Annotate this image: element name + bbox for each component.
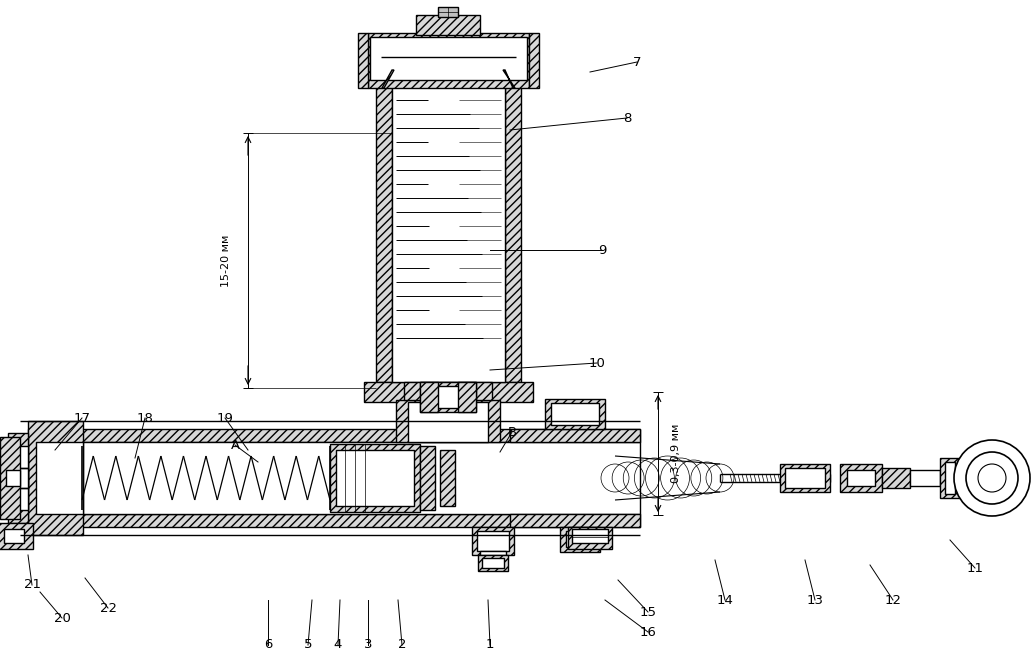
Polygon shape bbox=[780, 464, 829, 492]
Bar bbox=[847, 470, 875, 486]
Bar bbox=[336, 450, 414, 506]
Text: 3: 3 bbox=[364, 638, 372, 652]
Bar bbox=[428, 386, 468, 408]
Bar bbox=[480, 551, 506, 567]
Bar bbox=[482, 558, 504, 568]
Bar bbox=[6, 470, 20, 486]
Polygon shape bbox=[416, 15, 480, 35]
Polygon shape bbox=[420, 382, 476, 412]
Bar bbox=[910, 470, 940, 486]
Bar bbox=[28, 442, 640, 514]
Polygon shape bbox=[376, 70, 392, 382]
Bar bbox=[4, 529, 24, 543]
Text: 15-20 мм: 15-20 мм bbox=[221, 234, 231, 287]
Polygon shape bbox=[545, 399, 605, 429]
Polygon shape bbox=[568, 527, 612, 549]
Text: 16: 16 bbox=[639, 626, 656, 638]
Text: 11: 11 bbox=[967, 561, 983, 575]
Circle shape bbox=[966, 452, 1018, 504]
Polygon shape bbox=[358, 33, 368, 88]
Polygon shape bbox=[478, 555, 508, 571]
Circle shape bbox=[978, 464, 1006, 492]
Bar bbox=[36, 442, 83, 514]
Text: 10: 10 bbox=[589, 357, 605, 369]
Polygon shape bbox=[396, 400, 500, 442]
Polygon shape bbox=[510, 429, 640, 442]
Text: 8: 8 bbox=[623, 112, 631, 124]
Polygon shape bbox=[472, 527, 514, 555]
Bar bbox=[370, 37, 527, 80]
Polygon shape bbox=[330, 444, 420, 512]
Polygon shape bbox=[420, 382, 438, 412]
Bar bbox=[408, 402, 488, 442]
Text: 19: 19 bbox=[217, 411, 233, 425]
Text: A: A bbox=[230, 438, 240, 452]
Text: 1: 1 bbox=[486, 638, 494, 652]
Text: 14: 14 bbox=[717, 593, 733, 607]
Text: 15: 15 bbox=[639, 605, 657, 619]
Polygon shape bbox=[28, 514, 640, 527]
Polygon shape bbox=[0, 437, 20, 519]
Polygon shape bbox=[503, 70, 515, 88]
Text: 4: 4 bbox=[334, 638, 342, 652]
Text: 7: 7 bbox=[633, 56, 641, 68]
Polygon shape bbox=[28, 421, 83, 535]
Polygon shape bbox=[404, 382, 492, 400]
Bar bbox=[945, 462, 954, 494]
Bar bbox=[551, 403, 599, 425]
Text: 9: 9 bbox=[598, 244, 606, 256]
Circle shape bbox=[954, 440, 1030, 516]
Text: B: B bbox=[507, 425, 516, 438]
Polygon shape bbox=[440, 450, 455, 506]
Bar bbox=[14, 446, 28, 510]
Polygon shape bbox=[529, 33, 539, 88]
Polygon shape bbox=[364, 382, 533, 402]
Bar bbox=[438, 7, 458, 17]
Text: 22: 22 bbox=[99, 601, 117, 615]
Bar bbox=[477, 531, 509, 551]
Bar bbox=[8, 468, 28, 488]
Polygon shape bbox=[8, 433, 28, 523]
Polygon shape bbox=[458, 382, 476, 412]
Bar bbox=[572, 529, 608, 543]
Polygon shape bbox=[882, 468, 910, 488]
Text: 13: 13 bbox=[807, 593, 823, 607]
Polygon shape bbox=[382, 70, 394, 88]
Polygon shape bbox=[560, 527, 600, 552]
Text: 20: 20 bbox=[54, 611, 70, 624]
Polygon shape bbox=[0, 523, 33, 549]
Text: 18: 18 bbox=[136, 411, 154, 425]
Polygon shape bbox=[505, 70, 521, 382]
Polygon shape bbox=[368, 33, 529, 88]
Polygon shape bbox=[940, 458, 960, 498]
Text: 0,3-0,9 мм: 0,3-0,9 мм bbox=[671, 424, 681, 483]
Text: 5: 5 bbox=[304, 638, 312, 652]
Text: 17: 17 bbox=[73, 411, 91, 425]
Polygon shape bbox=[840, 464, 882, 492]
Bar bbox=[392, 70, 505, 382]
Text: 2: 2 bbox=[398, 638, 406, 652]
Bar bbox=[785, 468, 825, 488]
Polygon shape bbox=[420, 446, 435, 510]
Text: 12: 12 bbox=[884, 593, 902, 607]
Polygon shape bbox=[510, 514, 640, 527]
Bar bbox=[566, 531, 594, 547]
Text: 6: 6 bbox=[263, 638, 272, 652]
Text: 21: 21 bbox=[24, 579, 40, 591]
Polygon shape bbox=[28, 429, 640, 442]
